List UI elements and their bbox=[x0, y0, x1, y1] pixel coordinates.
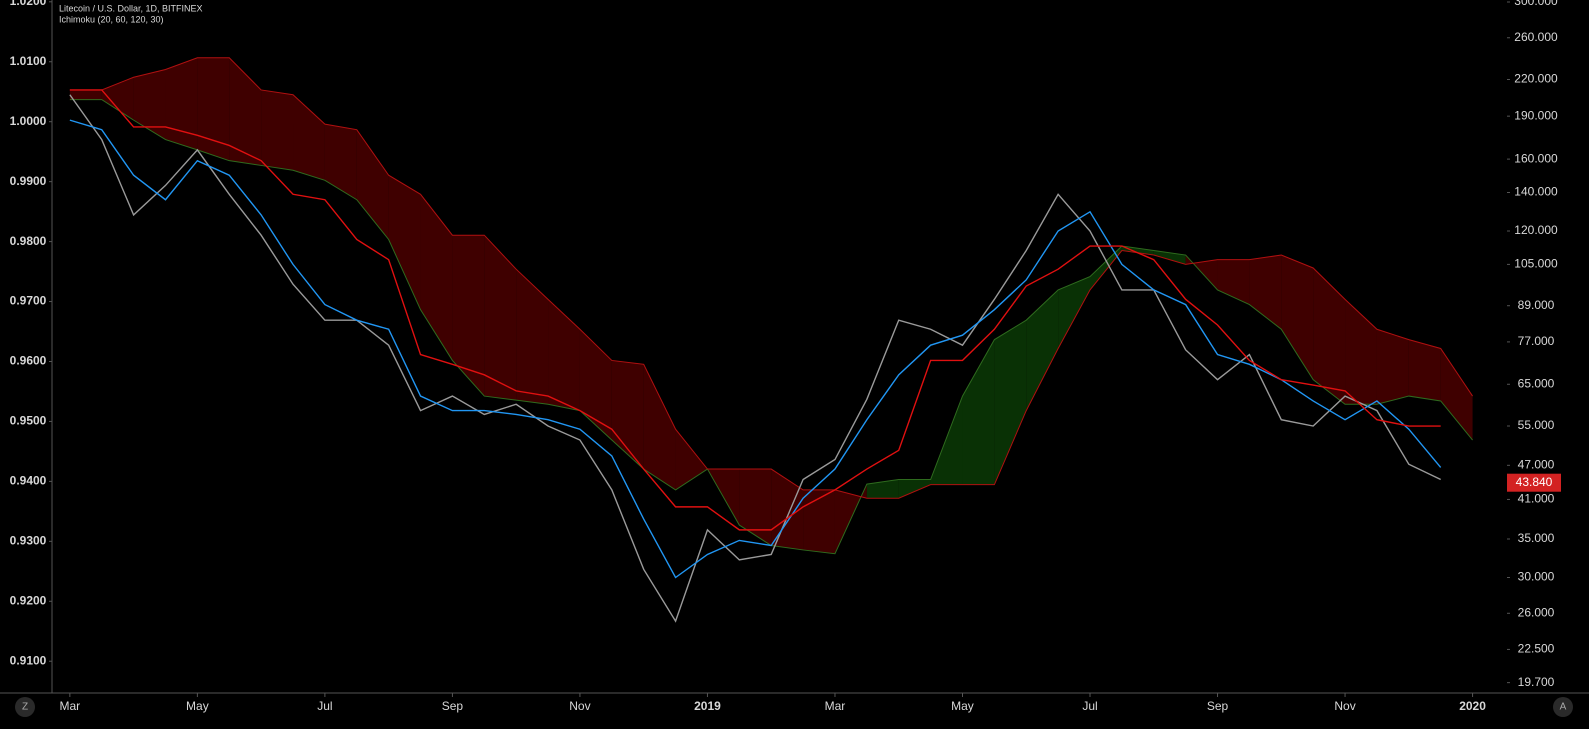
corner-button[interactable] bbox=[15, 697, 35, 717]
y2-tick-label: 89.000 bbox=[1518, 298, 1555, 312]
cloud-segment bbox=[420, 194, 453, 361]
cloud-segment bbox=[1313, 267, 1346, 405]
y2-tick-label: 26.000 bbox=[1518, 605, 1555, 619]
cloud-segment bbox=[803, 489, 835, 554]
y2-tick-label: 41.000 bbox=[1518, 492, 1555, 506]
cloud-segment bbox=[165, 57, 198, 150]
cloud-segment bbox=[1058, 276, 1091, 349]
y2-tick-label: 260.000 bbox=[1514, 30, 1558, 44]
y2-tick-label: 190.000 bbox=[1514, 108, 1558, 122]
y2-tick-label: 77.000 bbox=[1518, 334, 1555, 348]
cloud-segment bbox=[133, 69, 166, 140]
span-b-line bbox=[69, 57, 1473, 499]
y2-tick-label: 120.000 bbox=[1514, 223, 1558, 237]
last-price-label: 43.840 bbox=[1516, 475, 1553, 489]
x-tick-label: Jul bbox=[317, 699, 332, 713]
x-tick-label: Jul bbox=[1082, 699, 1097, 713]
cloud-segment bbox=[866, 479, 899, 499]
cloud-segment bbox=[1345, 299, 1377, 405]
y2-tick-label: 300.000 bbox=[1514, 0, 1558, 8]
cloud-segment bbox=[1440, 348, 1473, 441]
y-tick-label: 0.9500 bbox=[10, 414, 47, 428]
cloud-segment bbox=[516, 269, 549, 405]
cloud-segment bbox=[962, 339, 995, 485]
last-price-box bbox=[1507, 473, 1561, 492]
conversion-line bbox=[69, 119, 1442, 579]
chart-title: Litecoin / U.S. Dollar, 1D, BITFINEX bbox=[59, 3, 203, 13]
price-line bbox=[69, 94, 1441, 623]
x-tick-label: Nov bbox=[1334, 699, 1355, 713]
corner-button-label[interactable]: Z bbox=[22, 702, 28, 713]
corner-button[interactable] bbox=[1553, 697, 1573, 717]
cloud-segment bbox=[1408, 339, 1441, 401]
x-tick-label: May bbox=[951, 699, 974, 713]
cloud-segment bbox=[101, 77, 134, 121]
cloud-segment bbox=[261, 89, 294, 171]
x-tick-label: Nov bbox=[569, 699, 590, 713]
cloud-segment bbox=[643, 364, 676, 490]
cloud-segment bbox=[675, 429, 708, 490]
x-tick-label: 2019 bbox=[694, 699, 721, 713]
y2-tick-label: 19.700 bbox=[1518, 675, 1555, 689]
indicator-label: Ichimoku (20, 60, 120, 30) bbox=[59, 14, 164, 24]
y2-tick-label: 55.000 bbox=[1518, 418, 1555, 432]
cloud-segment bbox=[1217, 259, 1250, 305]
cloud-segment bbox=[1281, 255, 1314, 380]
y-tick-label: 1.0000 bbox=[10, 114, 47, 128]
cloud-segment bbox=[356, 129, 389, 240]
cloud-segment bbox=[548, 299, 580, 411]
cloud-segment bbox=[197, 57, 230, 161]
base-line bbox=[69, 89, 1441, 531]
cloud-segment bbox=[771, 469, 804, 550]
y2-tick-label: 30.000 bbox=[1518, 570, 1555, 584]
y2-tick-label: 65.000 bbox=[1518, 376, 1555, 390]
cloud-segment bbox=[1121, 246, 1154, 256]
cloud-segment bbox=[611, 360, 644, 470]
y-tick-label: 0.9800 bbox=[10, 234, 47, 248]
y2-tick-label: 47.000 bbox=[1518, 457, 1555, 471]
cloud-segment bbox=[484, 235, 517, 401]
cloud-segment bbox=[388, 175, 421, 310]
x-tick-label: Mar bbox=[825, 699, 846, 713]
cloud-segment bbox=[1026, 289, 1059, 411]
cloud-segment bbox=[293, 94, 325, 181]
y-tick-label: 0.9100 bbox=[10, 653, 47, 667]
y2-tick-label: 140.000 bbox=[1514, 185, 1558, 199]
y-tick-label: 0.9600 bbox=[10, 354, 47, 368]
y2-tick-label: 22.500 bbox=[1518, 642, 1555, 656]
cloud-segment bbox=[994, 320, 1027, 485]
cloud-segment bbox=[1376, 329, 1409, 405]
y-tick-label: 0.9900 bbox=[10, 174, 47, 188]
y-tick-label: 0.9200 bbox=[10, 593, 47, 607]
y-tick-label: 1.0200 bbox=[10, 0, 47, 8]
x-tick-label: 2020 bbox=[1459, 699, 1486, 713]
cloud-segment bbox=[69, 89, 102, 100]
cloud-segment bbox=[452, 235, 485, 397]
y-tick-label: 1.0100 bbox=[10, 54, 47, 68]
cloud-segment bbox=[324, 124, 357, 200]
cloud-segment bbox=[1090, 246, 1122, 290]
x-tick-label: Mar bbox=[60, 699, 81, 713]
x-tick-label: May bbox=[186, 699, 209, 713]
cloud-segment bbox=[898, 479, 931, 499]
y-tick-label: 0.9300 bbox=[10, 534, 47, 548]
corner-button-label[interactable]: A bbox=[1560, 702, 1567, 713]
y2-tick-label: 35.000 bbox=[1518, 531, 1555, 545]
y2-tick-label: 160.000 bbox=[1514, 151, 1558, 165]
cloud-segment bbox=[739, 469, 772, 546]
y2-tick-label: 105.000 bbox=[1514, 257, 1558, 271]
y-tick-label: 0.9400 bbox=[10, 474, 47, 488]
y-tick-label: 0.9700 bbox=[10, 294, 47, 308]
x-tick-label: Sep bbox=[1207, 699, 1229, 713]
y2-tick-label: 220.000 bbox=[1514, 72, 1558, 86]
cloud-segment bbox=[579, 329, 612, 441]
cloud-segment bbox=[1249, 255, 1282, 330]
cloud-segment bbox=[229, 57, 262, 166]
x-tick-label: Sep bbox=[442, 699, 464, 713]
